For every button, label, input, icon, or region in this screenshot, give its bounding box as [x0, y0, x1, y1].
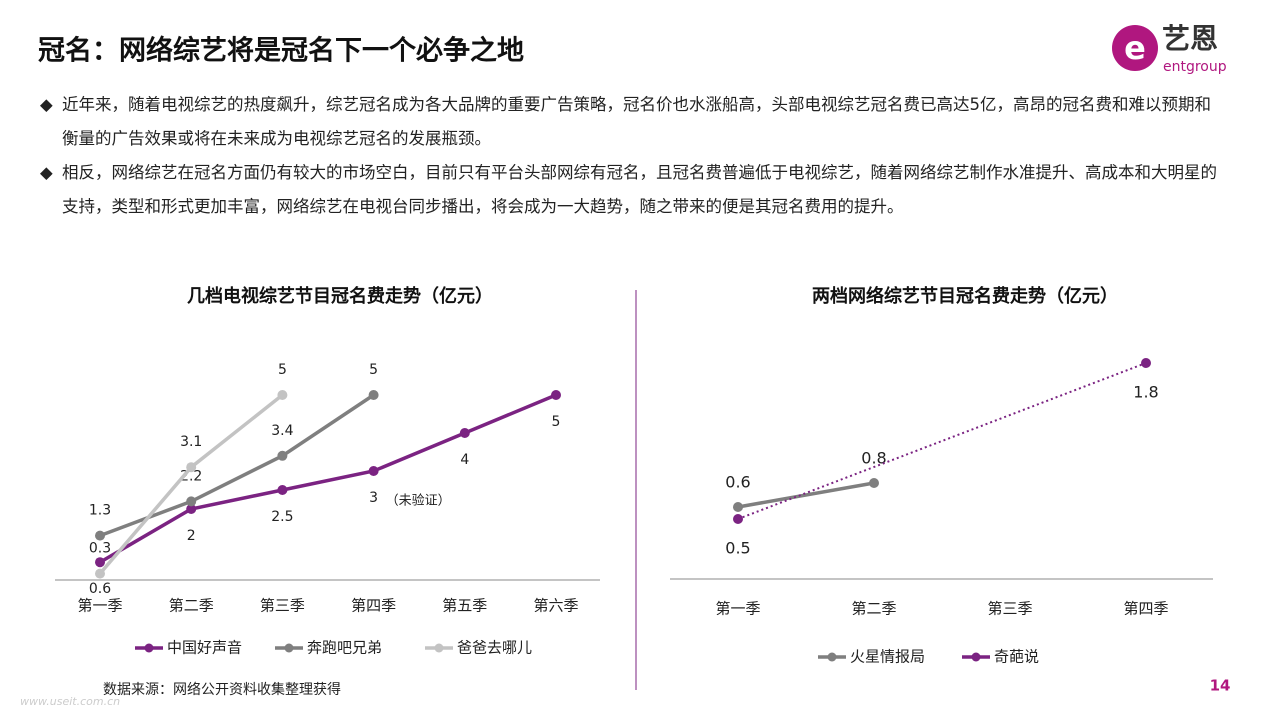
data-point [551, 390, 561, 400]
x-tick-label: 第二季 [169, 597, 214, 615]
data-label: 5 [369, 362, 378, 378]
data-point [186, 462, 197, 473]
data-point [733, 502, 743, 512]
data-label: 0.6 [89, 581, 111, 597]
series-line [99, 393, 375, 538]
data-point [186, 504, 197, 514]
watermark: www.useit.com.cn [20, 695, 120, 708]
data-label: 3.1 [180, 434, 202, 450]
data-label: 0.3 [89, 541, 111, 557]
series-line [99, 393, 557, 564]
annotation: （未验证） [386, 493, 451, 509]
data-point [277, 485, 288, 495]
series-line [737, 362, 1147, 520]
chart-title: 两档网络综艺节目冠名费走势（亿元） [812, 285, 1118, 307]
data-point [186, 496, 197, 507]
source: 数据来源：网络公开资料收集整理获得 [103, 681, 341, 698]
logo-e: e [1124, 29, 1146, 67]
x-tick-label: 第一季 [715, 600, 760, 618]
data-point [1141, 358, 1151, 368]
chart-title: 几档电视综艺节目冠名费走势（亿元） [187, 285, 493, 307]
data-label: 0.8 [861, 449, 886, 468]
bullet: 近年来，随着电视综艺的热度飙升，综艺冠名成为各大品牌的重要广告策略，冠名价也水涨… [40, 88, 1222, 156]
legend-label: 爸爸去哪儿 [457, 639, 532, 657]
logo-mark [1112, 25, 1158, 71]
data-point [459, 428, 470, 438]
x-tick-label: 第四季 [1123, 600, 1168, 618]
x-tick-label: 第四季 [351, 597, 396, 615]
bullet: 相反，网络综艺在冠名方面仍有较大的市场空白，目前只有平台头部网综有冠名，且冠名费… [40, 156, 1222, 224]
data-label: 0.6 [725, 473, 750, 492]
data-label: 3.4 [271, 423, 293, 439]
data-label: 2.5 [271, 509, 293, 525]
x-tick-label: 第六季 [533, 597, 578, 615]
data-point [368, 390, 379, 400]
legend-marker [284, 643, 294, 653]
x-tick-label: 第五季 [442, 597, 487, 615]
legend-marker [144, 643, 154, 653]
legend-marker [971, 652, 981, 662]
legend-label: 奇葩说 [994, 648, 1039, 666]
page-number: 14 [1210, 677, 1231, 695]
data-point [277, 450, 288, 461]
data-label: 1.8 [1133, 383, 1158, 402]
data-label: 1.3 [89, 503, 111, 519]
logo-main: 艺恩 [1162, 22, 1218, 55]
data-point [95, 557, 105, 568]
data-label: 0.5 [725, 539, 750, 558]
data-point [95, 568, 105, 579]
title: 冠名：网络综艺将是冠名下一个必争之地 [38, 35, 524, 67]
data-label: 3 [369, 490, 378, 506]
series-line [737, 481, 875, 509]
data-point [733, 514, 743, 524]
x-tick-label: 第二季 [851, 600, 896, 618]
x-tick-label: 第三季 [260, 597, 305, 615]
logo-sub: entgroup [1163, 59, 1227, 75]
legend-label: 中国好声音 [167, 639, 242, 657]
data-point [95, 530, 105, 541]
x-tick-label: 第一季 [77, 597, 122, 615]
data-point [277, 390, 288, 400]
legend-label: 奔跑吧兄弟 [307, 639, 382, 657]
legend-marker [827, 652, 837, 662]
data-label: 2 [187, 528, 196, 544]
data-label: 4 [460, 452, 469, 468]
data-point [869, 478, 879, 488]
data-label: 5 [552, 414, 561, 430]
data-label: 5 [278, 362, 287, 378]
legend-label: 火星情报局 [850, 648, 925, 666]
x-tick-label: 第三季 [987, 600, 1032, 618]
legend-marker [434, 643, 444, 653]
data-point [368, 466, 379, 476]
